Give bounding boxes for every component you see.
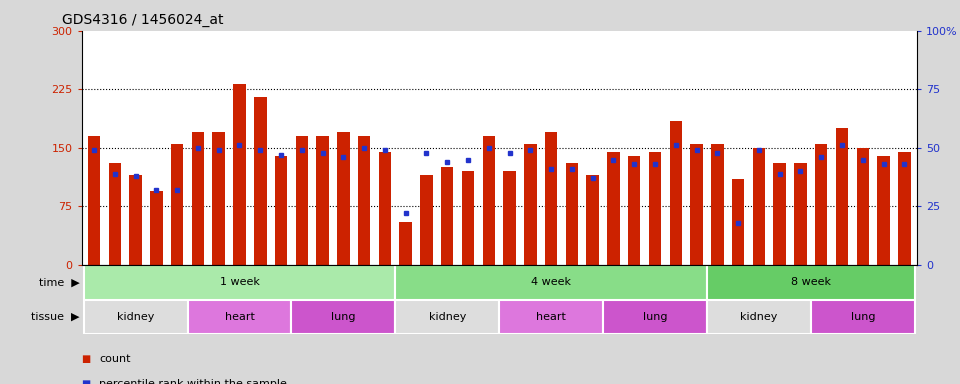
Text: kidney: kidney — [428, 312, 466, 322]
Bar — [441, 167, 453, 265]
Text: tissue  ▶: tissue ▶ — [31, 312, 80, 322]
Bar — [396, 300, 499, 334]
Bar — [212, 132, 225, 265]
Bar — [396, 265, 707, 300]
Bar — [503, 171, 516, 265]
Bar — [794, 164, 806, 265]
Text: heart: heart — [537, 312, 566, 322]
Bar — [317, 136, 329, 265]
Bar — [815, 144, 828, 265]
Text: kidney: kidney — [740, 312, 778, 322]
Bar — [150, 191, 162, 265]
Bar — [187, 300, 292, 334]
Bar — [483, 136, 495, 265]
Bar — [420, 175, 433, 265]
Bar — [524, 144, 537, 265]
Bar — [358, 136, 371, 265]
Bar — [84, 300, 187, 334]
Text: 4 week: 4 week — [531, 277, 571, 287]
Bar — [108, 164, 121, 265]
Bar — [732, 179, 744, 265]
Bar — [649, 152, 661, 265]
Bar — [378, 152, 391, 265]
Bar — [669, 121, 682, 265]
Bar — [337, 132, 349, 265]
Bar — [545, 132, 558, 265]
Bar — [856, 148, 869, 265]
Bar — [707, 300, 811, 334]
Bar — [84, 265, 396, 300]
Text: time  ▶: time ▶ — [39, 277, 80, 287]
Bar — [192, 132, 204, 265]
Text: GDS4316 / 1456024_at: GDS4316 / 1456024_at — [62, 13, 224, 27]
Text: count: count — [99, 354, 131, 364]
Bar — [462, 171, 474, 265]
Bar — [296, 136, 308, 265]
Text: 8 week: 8 week — [791, 277, 830, 287]
Bar — [711, 144, 724, 265]
Bar — [130, 175, 142, 265]
Bar — [753, 148, 765, 265]
Bar — [499, 300, 603, 334]
Text: heart: heart — [225, 312, 254, 322]
Bar — [87, 136, 100, 265]
Bar — [774, 164, 786, 265]
Text: lung: lung — [331, 312, 355, 322]
Text: 1 week: 1 week — [220, 277, 259, 287]
Bar — [275, 156, 287, 265]
Bar — [603, 300, 707, 334]
Text: kidney: kidney — [117, 312, 155, 322]
Bar — [587, 175, 599, 265]
Text: lung: lung — [643, 312, 667, 322]
Bar — [877, 156, 890, 265]
Bar — [608, 152, 620, 265]
Bar — [811, 300, 915, 334]
Text: percentile rank within the sample: percentile rank within the sample — [99, 379, 287, 384]
Text: ■: ■ — [82, 379, 91, 384]
Bar — [565, 164, 578, 265]
Text: ■: ■ — [82, 354, 91, 364]
Bar — [292, 300, 396, 334]
Bar — [628, 156, 640, 265]
Bar — [690, 144, 703, 265]
Bar — [707, 265, 915, 300]
Text: lung: lung — [851, 312, 875, 322]
Bar — [233, 84, 246, 265]
Bar — [399, 222, 412, 265]
Bar — [171, 144, 183, 265]
Bar — [899, 152, 911, 265]
Bar — [836, 128, 849, 265]
Bar — [254, 97, 267, 265]
